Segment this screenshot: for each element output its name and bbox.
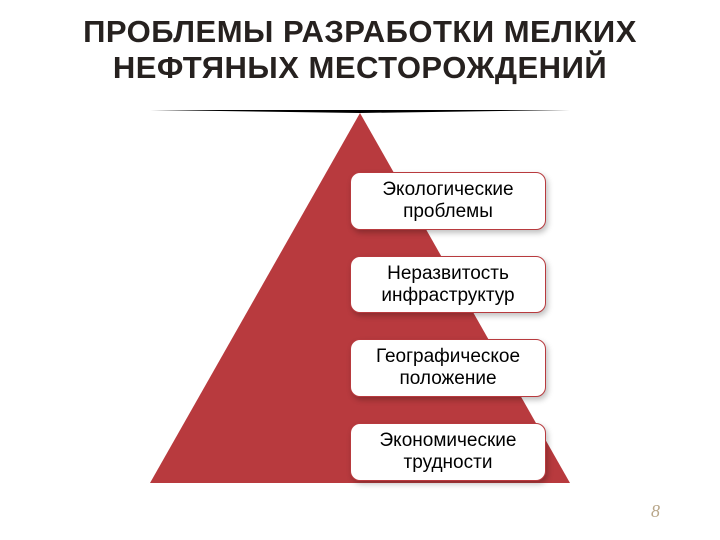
pyramid-level-1-line2: проблемы [403,201,493,222]
pyramid-level-2-line2: инфраструктур [381,285,514,306]
pyramid-level-1-line1: Экологические [382,179,513,200]
pyramid-level-4-line1: Экономические [380,430,517,451]
pyramid-level-3: Географическое положение [350,339,546,397]
slide-title-line2: НЕФТЯНЫХ МЕСТОРОЖДЕНИЙ [113,50,607,85]
pyramid-level-2-line1: Неразвитость [387,263,509,284]
pyramid-level-4: Экономические трудности [350,423,546,481]
pyramid-diagram: Экологические проблемы Неразвитость инфр… [0,110,720,530]
pyramid-level-3-line2: положение [399,368,496,389]
pyramid-level-1: Экологические проблемы [350,172,546,230]
pyramid-level-2: Неразвитость инфраструктур [350,256,546,314]
pyramid-level-3-line1: Географическое [376,346,520,367]
pyramid-labels: Экологические проблемы Неразвитость инфр… [350,172,546,481]
slide-title: ПРОБЛЕМЫ РАЗРАБОТКИ МЕЛКИХ НЕФТЯНЫХ МЕСТ… [0,0,720,85]
pyramid-level-4-line2: трудности [404,452,493,473]
page-number: 8 [651,501,660,522]
slide-title-line1: ПРОБЛЕМЫ РАЗРАБОТКИ МЕЛКИХ [83,14,637,49]
